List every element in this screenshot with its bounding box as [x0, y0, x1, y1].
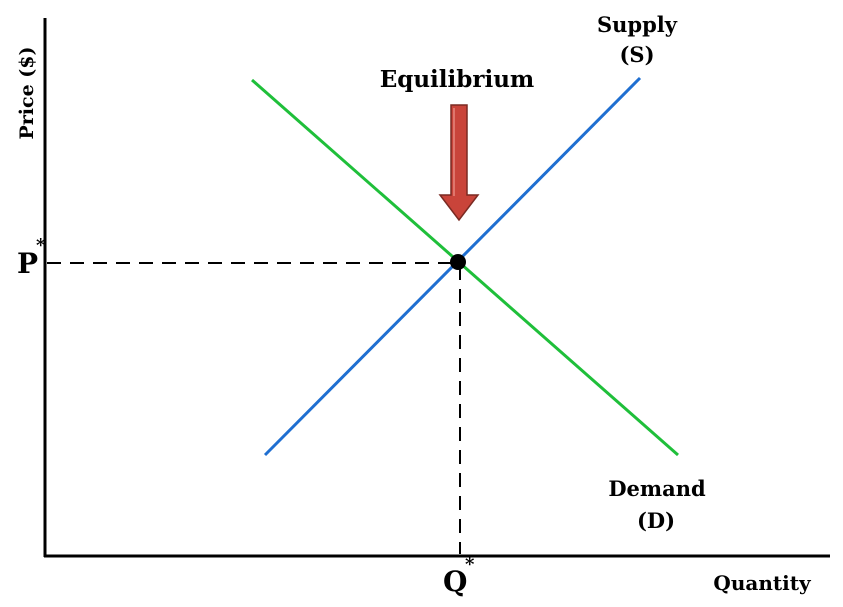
supply-label: Supply [597, 12, 678, 37]
equilibrium-label: Equilibrium [380, 66, 535, 93]
demand-abbr-label: (D) [637, 508, 675, 533]
supply-abbr-label: (S) [619, 42, 654, 67]
equilibrium-point [450, 254, 466, 270]
demand-label: Demand [608, 476, 706, 501]
quantity-equilibrium-label: Q [443, 565, 467, 598]
price-equilibrium-label: P [17, 247, 38, 280]
price-star: * [36, 235, 46, 256]
x-axis-label: Quantity [713, 571, 812, 595]
quantity-star: * [465, 554, 475, 575]
y-axis-label: Price ($) [16, 47, 38, 140]
demand-curve [251, 78, 679, 457]
down-arrow-icon [438, 104, 480, 222]
